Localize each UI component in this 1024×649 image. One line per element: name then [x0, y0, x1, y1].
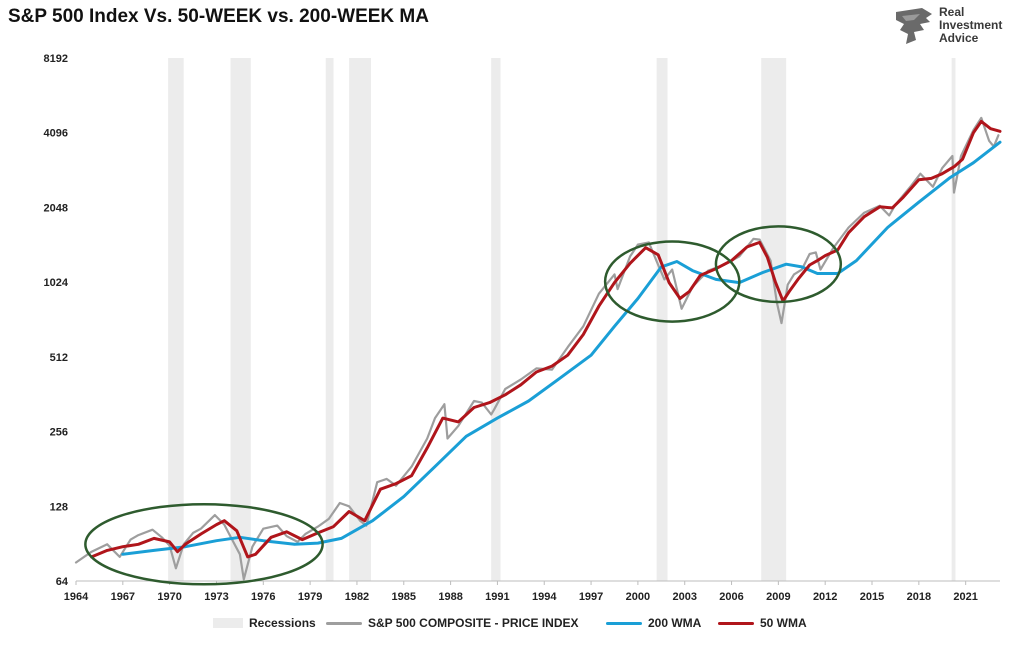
recession-band-1 — [230, 58, 251, 581]
legend-swatch-50wma — [718, 621, 754, 625]
brand-logo: Real Investment Advice — [892, 4, 1002, 48]
legend-item-50wma: 50 WMA — [718, 612, 807, 634]
series-line-price — [74, 116, 1000, 581]
series-line-50wma — [90, 119, 1002, 559]
chart-title: S&P 500 Index Vs. 50-WEEK vs. 200-WEEK M… — [8, 6, 429, 27]
y-tick-label-4096: 4096 — [44, 128, 68, 140]
x-tick-label-2000: 2000 — [626, 591, 650, 603]
recession-band-0 — [168, 58, 184, 581]
highlight-ellipse-0 — [84, 502, 324, 586]
x-tick-label-1979: 1979 — [298, 591, 322, 603]
legend-label-200wma: 200 WMA — [648, 616, 702, 630]
y-tick-label-1024: 1024 — [44, 277, 69, 289]
chart-legend: Recessions S&P 500 COMPOSITE - PRICE IND… — [0, 612, 1024, 634]
x-tick-label-1970: 1970 — [157, 591, 181, 603]
y-tick-label-512: 512 — [50, 352, 68, 364]
x-tick-label-2012: 2012 — [813, 591, 837, 603]
legend-item-recessions: Recessions — [213, 612, 316, 634]
legend-item-price: S&P 500 COMPOSITE - PRICE INDEX — [326, 612, 579, 634]
y-tick-label-64: 64 — [56, 576, 69, 588]
x-tick-label-1973: 1973 — [204, 591, 228, 603]
recession-band-7 — [951, 58, 956, 581]
logo-line-3: Advice — [939, 31, 979, 45]
x-tick-label-2018: 2018 — [907, 591, 931, 603]
x-tick-label-1982: 1982 — [345, 591, 369, 603]
legend-swatch-recessions — [213, 618, 243, 628]
logo-line-1: Real — [939, 5, 965, 19]
x-tick-label-2003: 2003 — [672, 591, 696, 603]
highlight-ellipses — [84, 225, 843, 586]
x-tick-label-1997: 1997 — [579, 591, 603, 603]
x-tick-label-2021: 2021 — [953, 591, 977, 603]
recession-band-5 — [656, 58, 668, 581]
legend-swatch-price — [326, 621, 362, 625]
legend-label-recessions: Recessions — [249, 616, 316, 630]
recession-band-2 — [325, 58, 334, 581]
chart-axes: 64 128 256 512 1024 2048 4096 8192 1964 1967 1970 1… — [44, 53, 1000, 603]
recession-bands — [168, 58, 956, 581]
x-tick-label-1991: 1991 — [485, 591, 509, 603]
x-tick-label-1964: 1964 — [64, 591, 89, 603]
x-tick-label-2006: 2006 — [719, 591, 743, 603]
y-tick-label-128: 128 — [50, 501, 68, 513]
recession-band-4 — [491, 58, 501, 581]
legend-swatch-200wma — [606, 621, 642, 625]
highlight-ellipse-1 — [603, 240, 741, 323]
x-tick-label-1967: 1967 — [111, 591, 135, 603]
highlight-ellipse-2 — [714, 225, 843, 304]
y-tick-label-8192: 8192 — [44, 53, 68, 65]
x-tick-label-1985: 1985 — [392, 591, 416, 603]
legend-item-200wma: 200 WMA — [606, 612, 701, 634]
line-chart: 64 128 256 512 1024 2048 4096 8192 1964 1967 1970 1… — [44, 53, 1002, 603]
x-tick-label-1976: 1976 — [251, 591, 275, 603]
x-tick-label-2009: 2009 — [766, 591, 790, 603]
legend-label-price: S&P 500 COMPOSITE - PRICE INDEX — [368, 616, 579, 630]
legend-label-50wma: 50 WMA — [760, 616, 807, 630]
recession-band-3 — [349, 58, 371, 581]
eagle-icon — [896, 8, 932, 44]
x-tick-label-2015: 2015 — [860, 591, 884, 603]
series-lines — [74, 116, 1002, 581]
logo-line-2: Investment — [939, 18, 1003, 32]
series-line-200wma — [121, 140, 1002, 556]
x-tick-label-1994: 1994 — [532, 591, 557, 603]
y-tick-label-2048: 2048 — [44, 202, 68, 214]
x-tick-label-1988: 1988 — [438, 591, 462, 603]
y-tick-label-256: 256 — [50, 427, 68, 439]
